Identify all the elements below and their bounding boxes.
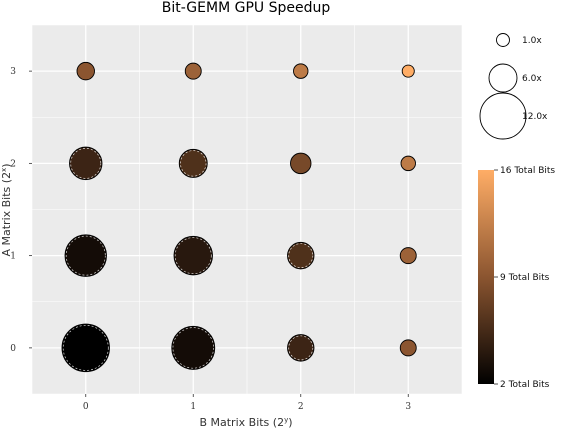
bubble-outline	[70, 147, 102, 179]
x-tick-label: 2	[298, 402, 304, 412]
y-tick-label: 0	[10, 344, 16, 354]
bubble-outline	[180, 150, 207, 177]
y-axis-label: A Matrix Bits (2x)	[0, 163, 13, 256]
y-tick-label: 3	[10, 67, 16, 77]
bubble	[178, 148, 208, 178]
bubble	[69, 146, 103, 181]
y-tick-label: 1	[10, 252, 16, 262]
bubble	[401, 64, 415, 78]
size-legend-circle	[479, 92, 527, 140]
bubble	[290, 152, 312, 175]
colorbar-tick-label: 16 Total Bits	[500, 166, 555, 176]
x-tick-label: 0	[83, 402, 89, 412]
bubble	[76, 61, 95, 81]
x-tick-label: 3	[405, 402, 411, 412]
bubble	[399, 247, 417, 265]
colorbar	[478, 170, 494, 384]
x-tick-labels: 0 1 2 3	[83, 394, 411, 412]
colorbar-tick-label: 9 Total Bits	[500, 273, 550, 283]
bubble	[171, 325, 216, 370]
size-legend: 1.0x 6.0x 12.0x	[479, 33, 548, 140]
bubble	[173, 235, 213, 276]
bubble	[287, 334, 315, 362]
bubble	[61, 323, 110, 373]
size-legend-circle	[488, 63, 518, 93]
x-axis-label: B Matrix Bits (2y)	[199, 416, 292, 429]
bubble	[64, 234, 107, 277]
colorbar-tick-label: 2 Total Bits	[500, 380, 550, 390]
chart-title: Bit-GEMM GPU Speedup	[162, 0, 331, 16]
bubble	[184, 62, 202, 80]
color-legend: 16 Total Bits 9 Total Bits 2 Total Bits	[478, 166, 555, 390]
y-tick-label: 2	[10, 159, 16, 169]
bubble-outline	[288, 335, 314, 361]
size-legend-label: 1.0x	[522, 36, 542, 46]
y-tick-labels: 0 1 2 3	[10, 67, 32, 354]
bubble	[287, 241, 315, 270]
bubble-outline	[288, 243, 314, 269]
bubble-outline	[174, 237, 212, 275]
bubble-outline	[62, 324, 109, 371]
bubble-outline	[65, 235, 106, 276]
bubble	[400, 155, 416, 172]
size-legend-label: 6.0x	[522, 74, 542, 84]
x-tick-label: 1	[190, 402, 196, 412]
colorbar-ticks: 16 Total Bits 9 Total Bits 2 Total Bits	[494, 166, 555, 390]
bubble	[293, 63, 309, 79]
bubble-outline	[172, 327, 214, 369]
bubble	[399, 339, 417, 357]
size-legend-label: 12.0x	[522, 112, 548, 122]
size-legend-circle	[496, 33, 510, 47]
bubble-series	[61, 61, 417, 373]
